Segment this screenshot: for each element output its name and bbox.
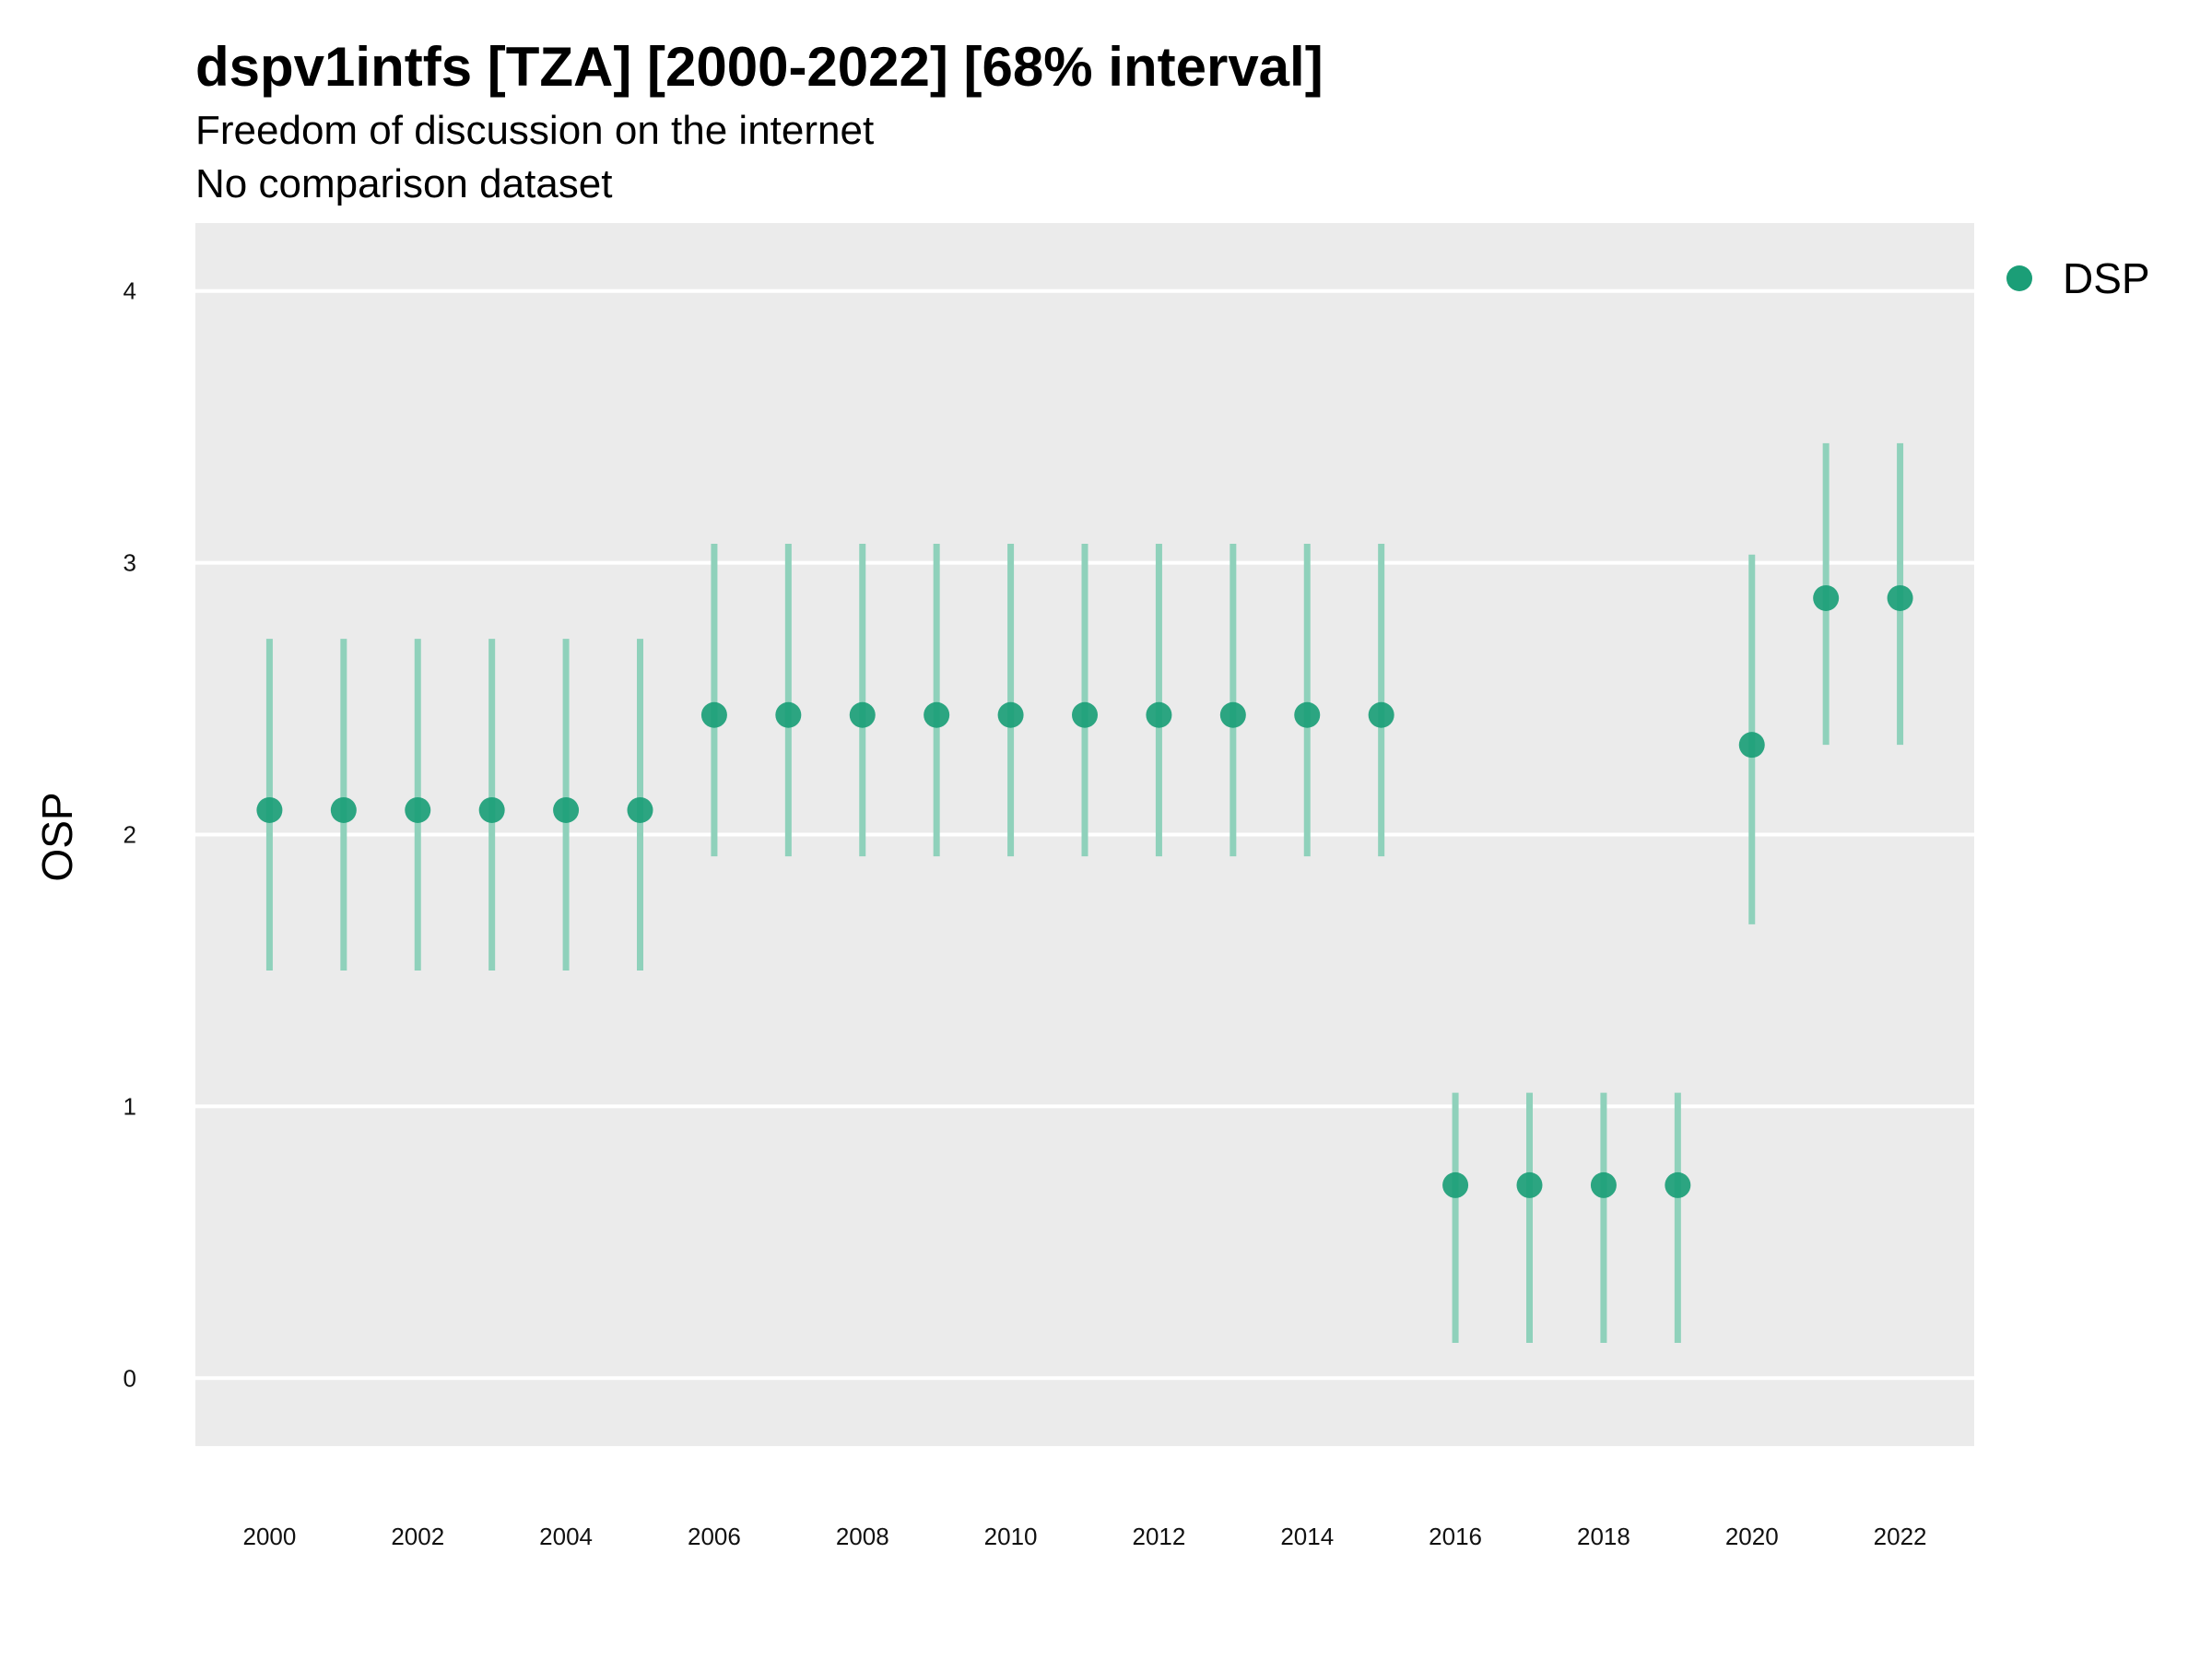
- x-tick-label-2022: 2022: [1874, 1523, 1927, 1550]
- chart-title: dspv1intfs [TZA] [2000-2022] [68% interv…: [195, 36, 1324, 98]
- data-point-2010: [997, 701, 1024, 728]
- data-point-2003: [478, 796, 505, 823]
- y-tick-label-2: 2: [124, 821, 136, 849]
- x-tick-label-2020: 2020: [1725, 1523, 1779, 1550]
- legend-swatch-dsp: [2006, 265, 2032, 291]
- data-point-2012: [1146, 701, 1172, 728]
- data-point-2004: [553, 796, 580, 823]
- data-point-2022: [1887, 584, 1913, 611]
- x-tick-label-2008: 2008: [836, 1523, 889, 1550]
- data-point-2011: [1072, 701, 1098, 728]
- x-tick-label-2012: 2012: [1132, 1523, 1185, 1550]
- x-tick-label-2014: 2014: [1280, 1523, 1334, 1550]
- x-tick-label-2004: 2004: [539, 1523, 593, 1550]
- data-point-2008: [849, 701, 876, 728]
- x-tick-label-2010: 2010: [984, 1523, 1038, 1550]
- legend: DSP: [2006, 254, 2150, 302]
- chart-subtitle: Freedom of discussion on the internet: [195, 108, 874, 153]
- data-point-2009: [924, 701, 950, 728]
- y-axis-tick-labels: 0 1 2 3 4: [124, 277, 136, 1393]
- x-tick-label-2002: 2002: [391, 1523, 444, 1550]
- y-tick-label-4: 4: [124, 277, 136, 305]
- data-point-2021: [1813, 584, 1840, 611]
- data-point-2001: [330, 796, 357, 823]
- data-point-2000: [256, 796, 283, 823]
- data-point-2016: [1442, 1171, 1469, 1198]
- y-tick-label-0: 0: [124, 1364, 136, 1392]
- y-tick-label-1: 1: [124, 1092, 136, 1120]
- x-tick-label-2016: 2016: [1429, 1523, 1482, 1550]
- data-point-2013: [1219, 701, 1246, 728]
- data-point-2015: [1368, 701, 1394, 728]
- chart-caption: No comparison dataset: [195, 161, 612, 206]
- y-axis-title: OSP: [33, 792, 81, 881]
- data-point-2002: [405, 796, 431, 823]
- data-point-2019: [1665, 1171, 1691, 1198]
- x-tick-label-2018: 2018: [1577, 1523, 1630, 1550]
- data-point-2020: [1738, 732, 1765, 759]
- data-point-2005: [627, 796, 653, 823]
- data-points: [256, 584, 1913, 1198]
- data-point-2017: [1516, 1171, 1543, 1198]
- data-point-2018: [1590, 1171, 1617, 1198]
- x-tick-label-2006: 2006: [688, 1523, 741, 1550]
- legend-label-dsp: DSP: [2063, 254, 2150, 302]
- data-point-2014: [1294, 701, 1321, 728]
- x-axis-tick-labels: 2000 2002 2004 2006 2008 2010 2012 2014 2016 2018…: [242, 1523, 1926, 1550]
- y-tick-label-3: 3: [124, 549, 136, 577]
- data-point-2007: [775, 701, 802, 728]
- x-tick-label-2000: 2000: [242, 1523, 296, 1550]
- data-point-2006: [700, 701, 727, 728]
